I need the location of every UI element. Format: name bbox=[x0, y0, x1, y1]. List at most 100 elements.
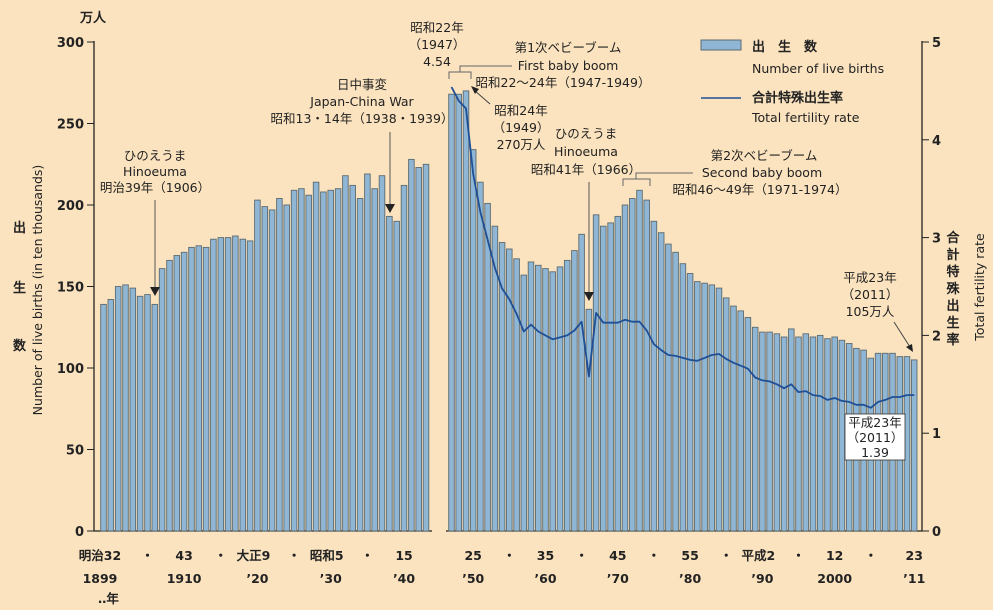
x-tick-label-top: ・ bbox=[648, 548, 661, 563]
x-tick-label-bottom: ’60 bbox=[534, 571, 556, 586]
bar-2001 bbox=[838, 339, 846, 532]
legend-bar-swatch bbox=[700, 39, 742, 51]
bar-1900 bbox=[107, 299, 115, 532]
right-tick-label: 5 bbox=[932, 36, 941, 51]
bar-1911 bbox=[188, 246, 195, 532]
bar-1935 bbox=[364, 173, 371, 532]
arrow-head-icon bbox=[385, 204, 395, 213]
x-tick-label-bottom: ’30 bbox=[320, 571, 342, 586]
bar-1979 bbox=[679, 263, 687, 532]
x-tick-label-top: ・ bbox=[503, 548, 516, 563]
bar-1951 bbox=[477, 181, 484, 532]
annotation-line: Hinoeuma bbox=[554, 144, 618, 159]
right-tick-label: 1 bbox=[932, 427, 941, 442]
bar-1975 bbox=[650, 220, 658, 532]
bar-1929 bbox=[320, 191, 327, 532]
bar-1920 bbox=[254, 199, 261, 532]
right-axis-title-en: Total fertility rate bbox=[972, 233, 987, 342]
bar-1940 bbox=[400, 184, 408, 532]
annotation-first-baby-boom: 第1次ベビーブーム First baby boom 昭和22～24年（1947-… bbox=[448, 40, 651, 90]
x-tick-label-top: 大正9 bbox=[237, 548, 271, 563]
bar-1999 bbox=[824, 338, 831, 532]
bar-1941 bbox=[408, 158, 415, 532]
bar-1910 bbox=[180, 251, 188, 532]
right-axis-title-char: 出 bbox=[946, 298, 959, 314]
annotation-line: 昭和22～24年（1947-1949） bbox=[476, 75, 651, 90]
bar-1915 bbox=[217, 237, 225, 532]
bar-1947 bbox=[448, 93, 455, 532]
bar-1965 bbox=[578, 233, 585, 532]
bar-1926 bbox=[298, 188, 305, 532]
bar-1905 bbox=[144, 294, 151, 532]
annotation-line: 昭和46～49年（1971-1974） bbox=[673, 182, 848, 197]
bar-1988 bbox=[744, 317, 752, 532]
x-tick-label-top: 12 bbox=[826, 548, 843, 563]
left-tick-label: 0 bbox=[75, 525, 84, 540]
bar-1971 bbox=[621, 204, 629, 532]
right-axis-title-char: 計 bbox=[946, 247, 959, 263]
bar-1987 bbox=[737, 310, 744, 532]
left-tick-label: 200 bbox=[57, 199, 84, 214]
bar-1934 bbox=[356, 198, 364, 532]
annotation-line: 平成23年 bbox=[848, 415, 901, 430]
bar-1924 bbox=[283, 204, 290, 532]
bar-1962 bbox=[556, 266, 564, 532]
right-axis-title-char: 合 bbox=[946, 230, 960, 246]
bar-1921 bbox=[261, 206, 269, 532]
bar-1932 bbox=[342, 175, 349, 532]
bar-1980 bbox=[686, 273, 694, 532]
right-axis-title-char: 特 bbox=[946, 264, 959, 280]
legend-bar-label-ja: 出 生 数 bbox=[752, 39, 818, 55]
annotation-line: 4.54 bbox=[423, 54, 451, 69]
bar-1986 bbox=[730, 305, 737, 532]
bar-1916 bbox=[224, 237, 232, 532]
bar-1992 bbox=[773, 333, 781, 532]
bar-1917 bbox=[232, 235, 239, 532]
annotation-line: （1949） bbox=[493, 120, 550, 135]
x-tick-label-bottom: ’40 bbox=[393, 571, 415, 586]
bar-1923 bbox=[276, 198, 283, 532]
x-tick-label-top: 35 bbox=[537, 548, 554, 563]
bar-1914 bbox=[210, 238, 217, 532]
legend-line-label-ja: 合計特殊出生率 bbox=[752, 90, 843, 106]
bar-1978 bbox=[672, 251, 679, 532]
right-tick-label: 3 bbox=[932, 232, 941, 247]
legend-line-label-en: Total fertility rate bbox=[751, 110, 860, 125]
x-tick-label-top: ・ bbox=[141, 548, 154, 563]
annotation-line: 明治39年（1906） bbox=[100, 180, 210, 195]
bar-1933 bbox=[349, 184, 356, 532]
bar-1922 bbox=[268, 209, 276, 532]
bar-1912 bbox=[195, 245, 203, 532]
bar-1954 bbox=[498, 242, 506, 532]
x-tick-label-top: 明治32 bbox=[79, 548, 121, 563]
annotation-arrow bbox=[893, 321, 911, 348]
annotation-line: Hinoeuma bbox=[123, 164, 187, 179]
bar-1982 bbox=[701, 282, 708, 532]
bar-1904 bbox=[136, 295, 144, 532]
x-tick-label-bottom: ’90 bbox=[751, 571, 773, 586]
bar-1981 bbox=[694, 281, 701, 532]
bar-1948 bbox=[455, 93, 462, 532]
bar-1997 bbox=[809, 336, 817, 532]
annotation-line: 第1次ベビーブーム bbox=[515, 40, 622, 55]
x-tick-label-bottom: ’20 bbox=[246, 571, 268, 586]
bar-1961 bbox=[549, 271, 556, 532]
bar-1908 bbox=[166, 259, 173, 532]
bar-1931 bbox=[334, 188, 342, 532]
right-tick-label: 4 bbox=[932, 134, 941, 149]
bar-1959 bbox=[535, 264, 542, 532]
annotation-line: （2011） bbox=[847, 430, 904, 445]
bar-1899 bbox=[100, 303, 107, 532]
bar-1938 bbox=[386, 215, 393, 532]
bar-1991 bbox=[766, 331, 773, 532]
bar-1930 bbox=[327, 189, 334, 532]
x-tick-label-bottom: 1910 bbox=[167, 571, 202, 586]
bar-1906 bbox=[151, 303, 159, 532]
bar-1998 bbox=[816, 334, 824, 532]
arrow-head-icon bbox=[906, 344, 913, 352]
bar-1902 bbox=[122, 284, 129, 532]
bar-1942 bbox=[415, 167, 422, 532]
x-tick-label-bottom: ’70 bbox=[607, 571, 629, 586]
left-tick-label: 250 bbox=[57, 118, 84, 133]
